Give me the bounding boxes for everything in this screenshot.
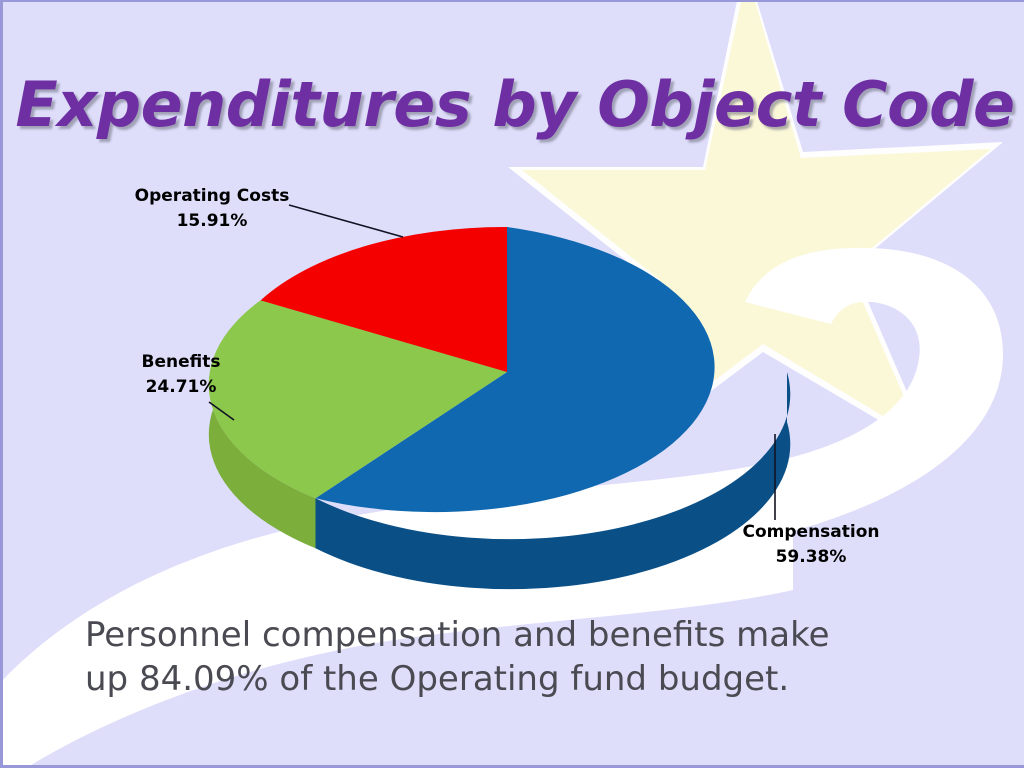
slide-caption: Personnel compensation and benefits make… bbox=[85, 614, 945, 701]
page-title: Expenditures by Object Code bbox=[15, 68, 1015, 141]
pie-label-operating-costs-name: Operating Costs bbox=[134, 186, 290, 206]
pie-label-compensation-value: 59.38% bbox=[775, 546, 847, 567]
caption-line-1: Personnel compensation and benefits make bbox=[85, 615, 830, 655]
pie-top-face bbox=[208, 226, 715, 513]
pie-label-benefits-value: 24.71% bbox=[145, 376, 217, 397]
caption-line-2: up 84.09% of the Operating fund budget. bbox=[85, 658, 790, 699]
pie-label-compensation-name: Compensation bbox=[742, 522, 880, 542]
pie-label-compensation: Compensation 59.38% bbox=[731, 520, 891, 569]
pie-label-benefits-name: Benefits bbox=[141, 352, 221, 372]
pie-label-benefits: Benefits 24.71% bbox=[113, 350, 249, 399]
pie-label-operating-costs: Operating Costs 15.91% bbox=[121, 184, 303, 233]
leader-line-operating-costs bbox=[288, 204, 404, 238]
pie-label-operating-costs-value: 15.91% bbox=[176, 210, 248, 231]
